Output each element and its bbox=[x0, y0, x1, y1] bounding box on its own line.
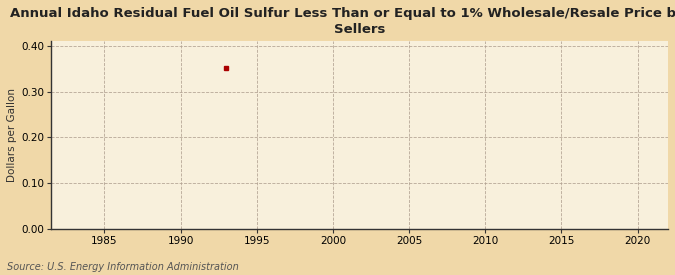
Text: Source: U.S. Energy Information Administration: Source: U.S. Energy Information Administ… bbox=[7, 262, 238, 272]
Title: Annual Idaho Residual Fuel Oil Sulfur Less Than or Equal to 1% Wholesale/Resale : Annual Idaho Residual Fuel Oil Sulfur Le… bbox=[10, 7, 675, 36]
Y-axis label: Dollars per Gallon: Dollars per Gallon bbox=[7, 88, 17, 182]
